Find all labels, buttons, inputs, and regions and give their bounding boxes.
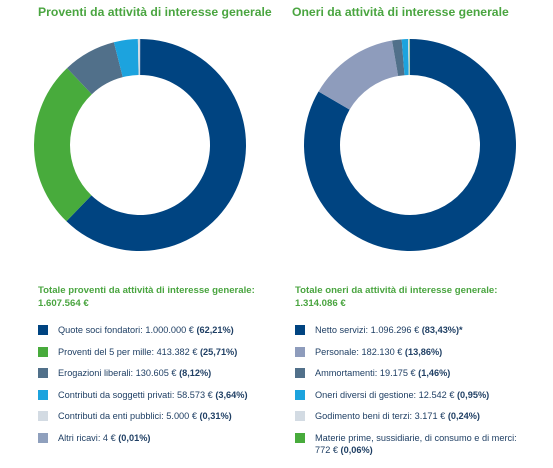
proventi-total-value: 1.607.564 € [38,298,89,309]
proventi-chart-title: Proventi da attività di interesse genera… [38,5,272,19]
donut-slice-godimento-beni-di-terzi [408,39,410,76]
legend-amount: 413.382 € [156,346,200,357]
oneri-total-label: Totale oneri da attività di interesse ge… [295,285,498,296]
oneri-total-value: 1.314.086 € [295,298,346,309]
legend-item-materie-prime-sussidiarie-di-consumo-e-di-merci: Materie prime, sussidiarie, di consumo e… [295,432,517,462]
donut-slice-contributi-da-enti-pubblici [137,39,140,76]
legend-label: Godimento beni di terzi: [315,411,415,421]
legend-amount: 5.000 € [166,411,200,421]
legend-percent: (0,01%) [118,432,151,443]
legend-label: Quote soci fondatori: [58,325,146,335]
legend-item-altri-ricavi: Altri ricavi: 4 € (0,01%) [38,432,248,454]
legend-percent: (1,46%) [418,368,451,378]
oneri-legend: Netto servizi: 1.096.296 € (83,43%)* Pers… [295,324,517,462]
legend-swatch [38,432,48,443]
legend-percent: (0,31%) [199,411,232,421]
legend-label: Materie prime, sussidiarie, di consumo e… [315,432,517,443]
legend-item-contributi-da-soggetti-privati: Contributi da soggetti privati: 58.573 €… [38,389,248,411]
proventi-legend: Quote soci fondatori: 1.000.000 € (62,21… [38,324,248,453]
legend-swatch [38,368,48,378]
legend-swatch [38,411,48,421]
donut-slice-netto-servizi [304,39,516,252]
legend-amount: 1.000.000 € [145,325,197,335]
legend-label: Oneri diversi di gestione: [315,389,419,400]
legend-swatch [295,389,305,400]
legend-swatch [38,325,48,335]
legend-percent: (0,06%) [340,444,373,455]
legend-label: Erogazioni liberali: [58,368,136,378]
donut-slice-oneri-diversi-di-gestione [401,39,409,76]
donut-slice-contributi-da-soggetti-privati [113,39,139,78]
legend-percent: (3,64%) [215,389,248,400]
legend-swatch [295,411,305,421]
legend-label: Netto servizi: [315,325,371,335]
legend-label: Altri ricavi: [58,432,103,443]
legend-amount: 1.096.296 € [370,325,422,335]
oneri-chart-title: Oneri da attività di interesse generale [292,5,509,19]
legend-percent: (25,71%) [200,346,238,357]
legend-swatch [295,432,305,443]
donut-slice-personale [318,40,399,110]
legend-label: Ammortamenti: [315,368,380,378]
proventi-panel: Proventi da attività di interesse genera… [0,0,272,468]
legend-amount: 4 € [102,432,119,443]
legend-label: Contributi da soggetti privati: [58,389,177,400]
legend-swatch [38,346,48,357]
legend-item-proventi-del-5-per-mille: Proventi del 5 per mille: 413.382 € (25,… [38,346,248,368]
proventi-donut-chart [33,38,246,252]
donut-slice-erogazioni-liberali [67,42,123,95]
oneri-panel: Oneri da attività di interesse generale … [283,0,553,468]
legend-item-godimento-beni-di-terzi: Godimento beni di terzi: 3.171 € (0,24%) [295,410,517,432]
legend-percent: (83,43%)* [421,325,463,335]
legend-item-personale: Personale: 182.130 € (13,86%) [295,346,517,368]
donut-slice-proventi-del-5-per-mille [33,68,92,222]
legend-amount: 772 € [315,444,341,455]
legend-amount: 130.605 € [135,368,180,378]
legend-swatch [295,346,305,357]
donut-slice-quote-soci-fondatori [66,39,246,252]
legend-item-netto-servizi: Netto servizi: 1.096.296 € (83,43%)* [295,324,517,346]
legend-label: Contributi da enti pubblici: [58,411,167,421]
legend-item-ammortamenti: Ammortamenti: 19.175 € (1,46%) [295,367,517,389]
legend-percent: (13,86%) [404,346,443,357]
legend-percent: (8,12%) [179,368,212,378]
legend-amount: 12.542 € [418,389,457,400]
legend-percent: (0,24%) [447,411,480,421]
legend-amount: 19.175 € [379,368,419,378]
legend-swatch [295,325,305,335]
donut-slice-ammortamenti [392,39,405,77]
legend-label: Personale: [315,346,362,357]
legend-item-quote-soci-fondatori: Quote soci fondatori: 1.000.000 € (62,21… [38,324,248,346]
legend-item-contributi-da-enti-pubblici: Contributi da enti pubblici: 5.000 € (0,… [38,410,248,432]
legend-percent: (62,21%) [196,325,234,335]
legend-amount: 58.573 € [177,389,216,400]
legend-item-erogazioni-liberali: Erogazioni liberali: 130.605 € (8,12%) [38,367,248,389]
oneri-donut-chart [304,39,516,252]
legend-label: Proventi del 5 per mille: [58,346,157,357]
proventi-total-label: Totale proventi da attività di interesse… [38,285,255,296]
legend-item-oneri-diversi-di-gestione: Oneri diversi di gestione: 12.542 € (0,9… [295,389,517,411]
legend-swatch [38,389,48,400]
legend-swatch [295,368,305,378]
legend-amount: 3.171 € [414,411,448,421]
legend-percent: (0,95%) [457,389,490,400]
legend-amount: 182.130 € [361,346,405,357]
